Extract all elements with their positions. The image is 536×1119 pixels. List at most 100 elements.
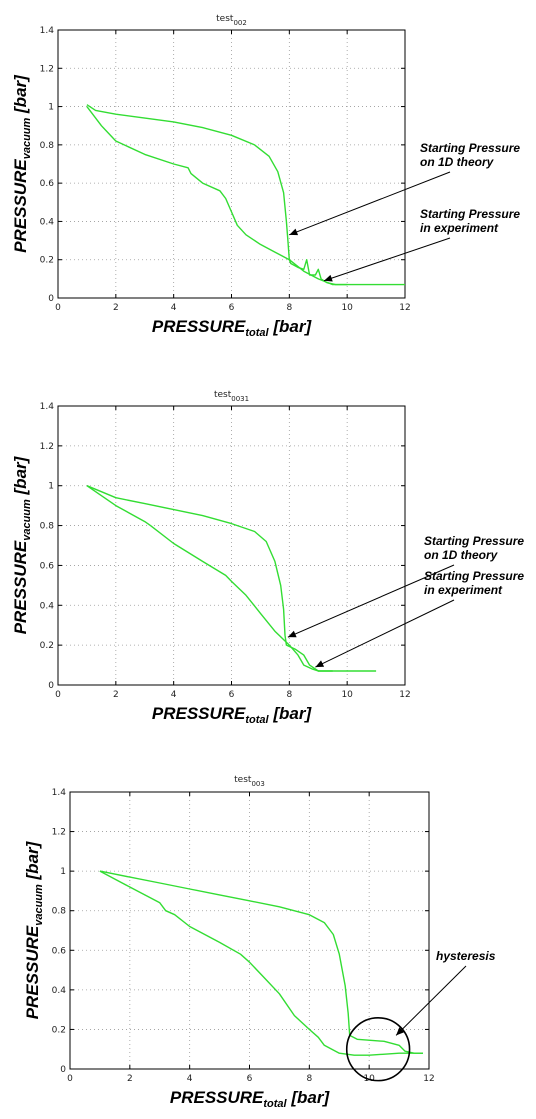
y-tick-label: 1.2 (40, 64, 54, 74)
y-axis-label-subscript: vacuum (21, 499, 33, 541)
x-axis-label: PRESSUREtotal [bar] (170, 1088, 331, 1110)
annotation-label: Starting Pressure on 1D theory (424, 534, 524, 562)
annotation-line: on 1D theory (424, 548, 499, 562)
arrowhead-icon (396, 1027, 405, 1036)
annotation-line: Starting Pressure (424, 534, 524, 548)
chart-title: test0031 (214, 390, 249, 403)
y-tick-label: 0.8 (52, 907, 67, 917)
chart-title-main: test (216, 14, 234, 24)
x-tick-label: 4 (171, 303, 177, 313)
arrowhead-icon (289, 228, 299, 236)
y-tick-label: 0.2 (40, 641, 54, 651)
y-axis-label: PRESSUREvacuum [bar] (11, 455, 33, 634)
y-tick-label: 1 (48, 103, 54, 113)
x-tick-label: 0 (67, 1074, 73, 1084)
x-axis-label-unit: [bar] (269, 704, 313, 723)
series-line-1 (86, 485, 377, 672)
y-axis-label-unit: [bar] (11, 74, 30, 118)
x-axis-label-unit: [bar] (287, 1088, 331, 1107)
y-axis-label-main: PRESSURE (11, 540, 30, 634)
annotation-arrow (315, 599, 455, 668)
x-tick-label: 8 (286, 690, 292, 700)
y-tick-label: 1 (48, 482, 54, 492)
y-tick-label: 0.2 (52, 1025, 66, 1035)
x-tick-label: 10 (341, 303, 353, 313)
x-axis-label-subscript: total (263, 1098, 287, 1110)
chart-2: 0 2 4 6 8 10 12 0 0.2 0.4 0.6 0.8 1 1.2 1.4 test0031 PRE… (11, 390, 524, 726)
x-tick-label: 12 (399, 690, 410, 700)
x-tick-label: 4 (171, 690, 177, 700)
y-axis-label-group: PRESSUREvacuum [bar] (11, 74, 33, 253)
x-tick-label: 0 (55, 690, 61, 700)
x-axis-label-main: PRESSURE (170, 1088, 264, 1107)
y-tick-label: 0.4 (52, 986, 67, 996)
x-axis-label: PRESSUREtotal [bar] (152, 704, 313, 726)
x-axis-label-subscript: total (245, 714, 269, 726)
arrowhead-icon (324, 274, 333, 282)
x-tick-label: 12 (423, 1074, 434, 1084)
chart-title-subscript: 003 (251, 780, 264, 788)
annotation-line: Starting Pressure (424, 569, 524, 583)
y-tick-label: 0.4 (40, 217, 55, 227)
arrowhead-icon (287, 630, 297, 638)
plot-frame (57, 405, 406, 686)
y-tick-label: 0.4 (40, 601, 55, 611)
series-line-2 (86, 106, 348, 286)
series-line-2 (86, 485, 333, 672)
x-tick-label: 6 (247, 1074, 253, 1084)
y-tick-label: 0 (48, 681, 54, 691)
annotation-arrow (395, 965, 467, 1036)
y-tick-label: 1.4 (40, 402, 55, 412)
y-axis-label-main: PRESSURE (23, 925, 42, 1019)
x-tick-label: 0 (55, 303, 61, 313)
x-tick-label: 10 (341, 690, 353, 700)
y-tick-label: 0.6 (40, 179, 55, 189)
y-tick-label: 1 (60, 867, 66, 877)
x-axis-label-unit: [bar] (269, 317, 313, 336)
x-tick-label: 4 (187, 1074, 193, 1084)
series-line-1 (99, 870, 423, 1054)
annotation-arrow (287, 564, 455, 638)
annotation-line: hysteresis (436, 949, 496, 963)
x-tick-label: 6 (229, 303, 235, 313)
y-axis-label: PRESSUREvacuum [bar] (11, 74, 33, 253)
y-tick-label: 0 (60, 1065, 66, 1075)
chart-title: test003 (234, 775, 265, 788)
y-tick-label: 0.6 (52, 946, 67, 956)
annotation-arrow (323, 237, 451, 282)
chart-3: 0 2 4 6 8 10 1200.20.40.60.811.21.4test003PRES… (23, 775, 496, 1110)
x-axis-label-main: PRESSURE (152, 704, 246, 723)
y-axis-label-main: PRESSURE (11, 159, 30, 253)
annotation-line: Starting Pressure (420, 207, 520, 221)
annotation-line: in experiment (420, 221, 499, 235)
annotation-arrow (289, 171, 451, 236)
y-tick-label: 0.6 (40, 561, 55, 571)
y-axis-label-group: PRESSUREvacuum [bar] (23, 840, 45, 1019)
chart-title: test002 (216, 14, 247, 27)
y-axis-label-subscript: vacuum (33, 884, 45, 926)
x-tick-label: 2 (113, 690, 119, 700)
y-tick-label: 0.2 (40, 256, 54, 266)
x-tick-label: 8 (306, 1074, 312, 1084)
y-tick-label: 1.2 (52, 828, 66, 838)
y-tick-label: 1.2 (40, 442, 54, 452)
chart-title-subscript: 0031 (231, 395, 249, 403)
x-axis-label-subscript: total (245, 327, 269, 339)
x-tick-label: 8 (286, 303, 292, 313)
annotation-line: Starting Pressure (420, 141, 520, 155)
annotation-label: Starting Pressure on 1D theory (420, 141, 520, 169)
chart-title-main: test (214, 390, 232, 400)
chart-title-main: test (234, 775, 252, 785)
y-axis-label-group: PRESSUREvacuum [bar] (11, 455, 33, 634)
x-tick-label: 2 (127, 1074, 133, 1084)
annotation-line: on 1D theory (420, 155, 495, 169)
annotation-line: in experiment (424, 583, 503, 597)
y-axis-label: PRESSUREvacuum [bar] (23, 840, 45, 1019)
annotation-label: Starting Pressure in experiment (424, 569, 524, 597)
y-axis-label-unit: [bar] (23, 840, 42, 884)
chart-title-subscript: 002 (233, 19, 246, 27)
series-line-2 (99, 870, 423, 1056)
x-tick-label: 12 (399, 303, 410, 313)
plot-frame (69, 791, 430, 1070)
